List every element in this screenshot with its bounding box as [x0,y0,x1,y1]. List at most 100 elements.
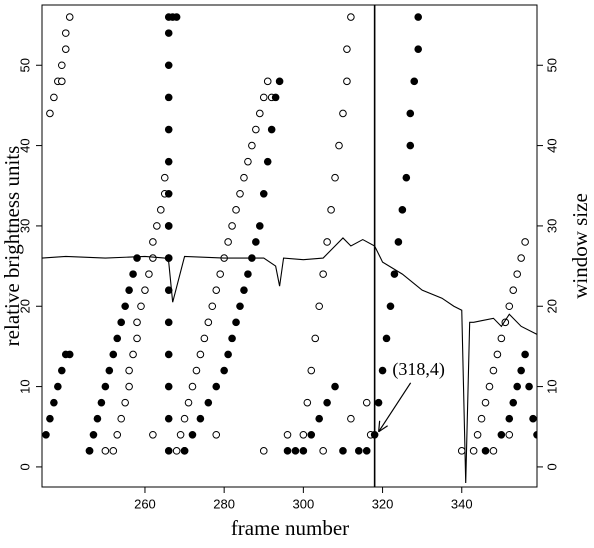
filled-point [93,414,102,423]
open-point [58,61,66,70]
open-point [109,447,118,455]
open-point [236,189,244,198]
y2-tick-label: 20 [544,299,559,313]
filled-point [339,447,347,455]
open-point [319,270,327,278]
open-point [362,398,371,407]
filled-point [521,350,529,359]
open-point [315,302,324,311]
filled-point [164,93,173,102]
filled-point [133,254,141,262]
open-point [505,302,514,311]
filled-point [46,414,54,423]
open-point [61,29,70,37]
open-point [252,125,260,134]
filled-point [85,447,94,455]
x-tick-label: 340 [451,496,473,511]
filled-point [117,318,125,327]
filled-point [164,125,173,134]
y-tick-label: 0 [17,463,32,470]
filled-point [355,447,363,455]
open-point [319,447,327,455]
open-point [343,77,351,86]
filled-point [204,398,213,407]
open-point [307,366,316,375]
filled-point [42,430,50,439]
annotation-arrow [378,382,412,433]
open-point [263,77,272,86]
open-point [200,334,209,343]
filled-point [394,238,403,246]
open-point [256,109,264,118]
filled-point [65,350,74,359]
filled-point [121,302,129,311]
open-point [50,93,58,102]
filled-point [164,29,173,37]
filled-point [374,398,383,407]
filled-point [212,382,221,391]
y2-tick-label: 50 [544,58,559,72]
filled-point [331,382,339,391]
open-point [141,286,149,294]
filled-point [291,447,300,455]
open-point [176,430,185,439]
open-point [521,238,529,246]
filled-point [533,430,537,439]
y2-tick-label: 30 [544,219,559,233]
open-point [485,382,494,391]
open-point [204,318,213,327]
open-point [113,430,122,439]
open-point [212,430,221,439]
filled-point [252,238,260,246]
filled-point [89,430,98,439]
y-tick-label: 40 [17,138,32,152]
filled-point [240,286,248,294]
open-point [58,77,66,86]
filled-point [113,334,122,343]
filled-point [232,318,240,327]
open-point [137,302,145,311]
filled-point [378,366,387,375]
filled-point [164,414,173,423]
open-point [505,430,514,439]
open-point [513,270,522,278]
open-point [61,45,70,53]
filled-point [517,366,525,375]
open-point [497,334,506,343]
open-point [145,270,153,278]
filled-point [323,398,331,407]
open-point [125,382,133,391]
filled-point [525,382,533,391]
open-point [121,398,129,407]
filled-point [97,398,106,407]
filled-point [283,447,292,455]
open-point [501,318,510,327]
y-tick-label: 20 [17,299,32,313]
open-point [331,173,339,182]
filled-point [256,222,264,230]
open-point [259,93,268,102]
filled-point [529,414,537,423]
filled-point [236,302,244,311]
open-point [125,366,133,375]
open-point [347,414,355,423]
y2-tick-label: 40 [544,138,559,152]
open-point [149,430,157,439]
x-axis-label: frame number [231,516,349,540]
open-point [149,254,157,262]
open-point [208,302,217,311]
y-tick-label: 30 [17,219,32,233]
filled-point [481,447,490,455]
filled-point [402,173,411,182]
filled-point [164,61,173,70]
filled-point [299,447,308,455]
filled-point [129,270,137,278]
filled-point [196,414,205,423]
filled-point [164,222,173,230]
filled-point [58,366,66,375]
open-point [481,398,490,407]
open-point [46,109,54,118]
open-point [212,286,221,294]
filled-point [386,302,395,311]
